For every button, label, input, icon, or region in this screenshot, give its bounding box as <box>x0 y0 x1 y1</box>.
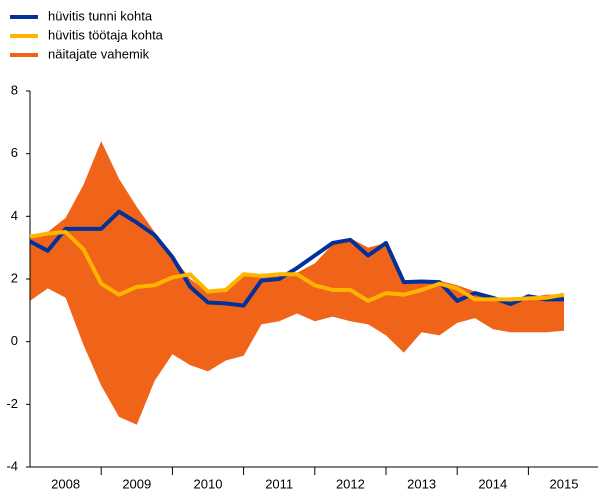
y-tick-label: 8 <box>11 82 18 97</box>
legend-label: näitajate vahemik <box>48 46 150 61</box>
x-tick-label: 2013 <box>407 476 436 491</box>
x-tick-label: 2008 <box>51 476 80 491</box>
x-tick-label: 2015 <box>550 476 579 491</box>
y-tick-label: 4 <box>11 208 18 223</box>
x-tick-label: 2012 <box>336 476 365 491</box>
range-area <box>30 141 564 425</box>
y-tick-label: 0 <box>11 333 18 348</box>
legend-label: hüvitis töötaja kohta <box>48 27 164 42</box>
legend-label: hüvitis tunni kohta <box>48 8 153 23</box>
x-tick-label: 2014 <box>478 476 507 491</box>
y-tick-label: 2 <box>11 270 18 285</box>
x-tick-label: 2010 <box>194 476 223 491</box>
y-tick-label: 6 <box>11 145 18 160</box>
y-tick-label: -4 <box>6 458 18 473</box>
series-line <box>29 230 565 303</box>
series-line <box>29 209 564 308</box>
x-tick-label: 2011 <box>265 476 293 491</box>
x-tick-label: 2009 <box>122 476 151 491</box>
y-tick-label: -2 <box>6 396 18 411</box>
